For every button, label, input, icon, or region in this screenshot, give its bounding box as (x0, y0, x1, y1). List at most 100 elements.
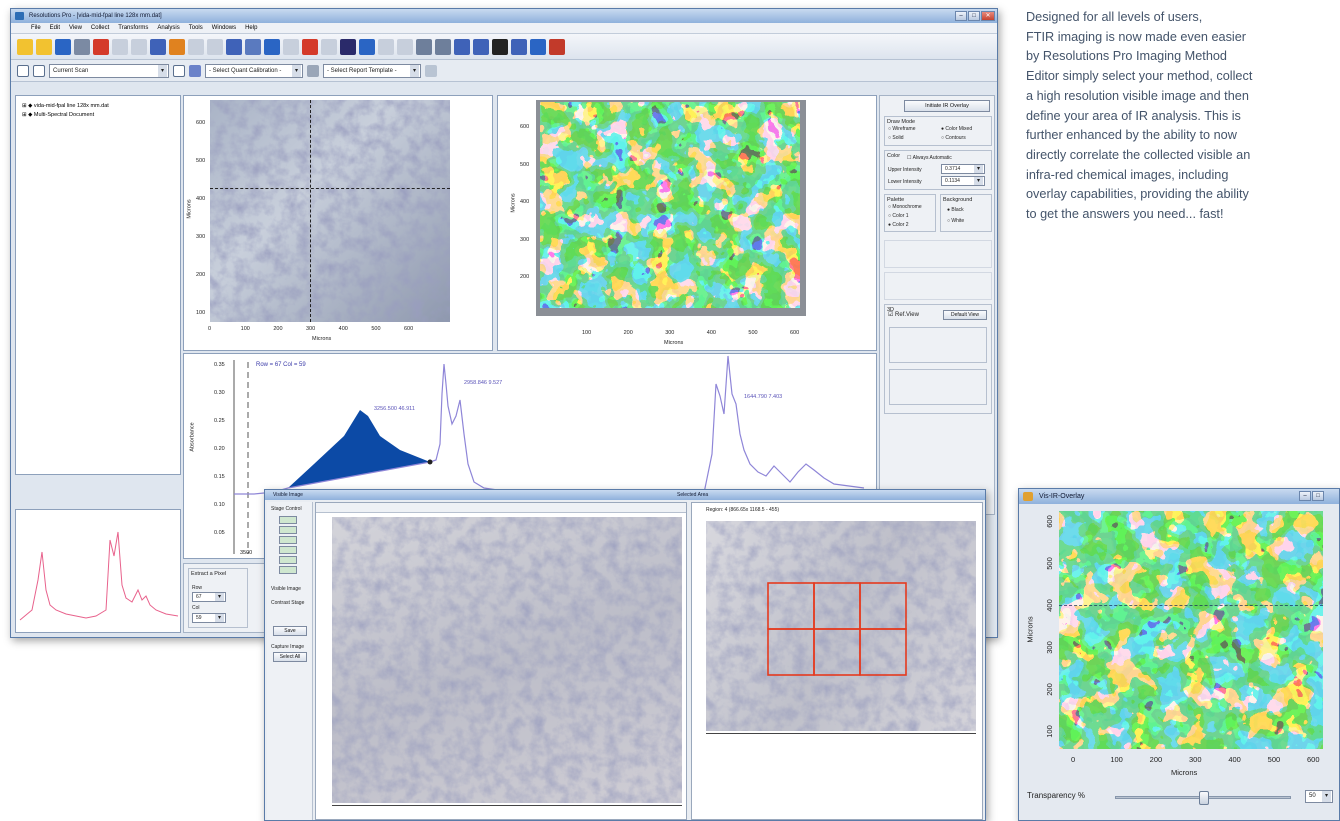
initiate-ir-overlay-button[interactable]: Initiate IR Overlay (904, 100, 990, 112)
save-button[interactable]: Save (273, 626, 307, 636)
palette-color-1[interactable]: ○ Color 1 (888, 213, 909, 219)
menu-item-collect[interactable]: Collect (90, 25, 110, 31)
toolbar-button-24[interactable] (454, 38, 470, 55)
background-white[interactable]: ○ White (947, 218, 965, 224)
toolbar-button-26[interactable] (492, 38, 508, 55)
peak-icon[interactable] (173, 64, 185, 77)
draw-mode-wireframe[interactable]: ○ Wireframe (888, 126, 916, 132)
menu-item-help[interactable]: Help (245, 25, 258, 31)
toolbar-button-7[interactable] (131, 38, 147, 55)
stage-up-fast-button[interactable] (279, 526, 297, 534)
row-field[interactable]: 67 (192, 592, 226, 602)
selection-grid-cell[interactable] (859, 628, 907, 676)
lower-intensity-label: Lower Intensity (888, 179, 922, 185)
capture-image-label: Capture Image (271, 644, 305, 650)
current-scan-select[interactable]: Current Scan (49, 63, 169, 78)
x-tick-label: 400 (706, 330, 716, 336)
toolbar-button-12[interactable] (226, 38, 242, 55)
toolbar-button-15[interactable] (283, 38, 299, 55)
ref-view-checkbox[interactable]: ☑ Ref.View (888, 312, 919, 318)
background-black[interactable]: ● Black (947, 207, 964, 213)
spectrum-x-tick: 3500 (240, 550, 253, 556)
default-view-button[interactable]: Default View (943, 310, 987, 320)
toolbar-button-14[interactable] (264, 38, 280, 55)
overlay-minimize-button[interactable]: – (1299, 491, 1311, 501)
palette-color-2[interactable]: ● Color 2 (888, 222, 909, 228)
transparency-value-field[interactable]: 50 (1305, 790, 1333, 803)
y-tick-label: 400 (520, 199, 530, 205)
selection-grid-cell[interactable] (813, 628, 861, 676)
stage-down-button[interactable] (279, 556, 297, 564)
toolbar-button-2[interactable] (36, 38, 52, 55)
toolbar-button-19[interactable] (359, 38, 375, 55)
toolbar-button-13[interactable] (245, 38, 261, 55)
toolbar-button-25[interactable] (473, 38, 489, 55)
stage-right-button[interactable] (279, 546, 297, 554)
toolbar-button-3[interactable] (55, 38, 71, 55)
draw-mode-contours[interactable]: ○ Contours (941, 135, 966, 141)
tree-item-dataset[interactable]: ⊞ ◆ vida-mid-fpal line 128x mm.dat (22, 103, 109, 109)
toolbar-button-22[interactable] (416, 38, 432, 55)
selection-grid-cell[interactable] (859, 582, 907, 630)
toolbar-button-16[interactable] (302, 38, 318, 55)
y-tick-label: 0.15 (214, 474, 225, 480)
overlay-maximize-button[interactable]: □ (1312, 491, 1324, 501)
toolbar-button-11[interactable] (207, 38, 223, 55)
quant-icon[interactable] (307, 64, 319, 77)
selection-grid-cell[interactable] (767, 628, 815, 676)
col-field[interactable]: 59 (192, 613, 226, 623)
toolbar-button-10[interactable] (188, 38, 204, 55)
toolbar-button-8[interactable] (150, 38, 166, 55)
selection-grid[interactable] (706, 521, 976, 731)
close-button[interactable]: ✕ (981, 11, 995, 21)
report-icon[interactable] (425, 64, 437, 77)
transparency-slider-track[interactable] (1115, 791, 1291, 805)
app-icon (15, 12, 24, 20)
spectra-icon[interactable] (189, 64, 201, 77)
toolbar-button-20[interactable] (378, 38, 394, 55)
menu-item-analysis[interactable]: Analysis (157, 25, 180, 31)
toolbar-button-27[interactable] (511, 38, 527, 55)
select-all-button[interactable]: Select All (273, 652, 307, 662)
menu-item-transforms[interactable]: Transforms (118, 25, 149, 31)
menu-item-view[interactable]: View (69, 25, 82, 31)
toolbar-button-9[interactable] (169, 38, 185, 55)
toolbar-button-23[interactable] (435, 38, 451, 55)
upper-intensity-field[interactable]: 0.3714 (941, 164, 985, 174)
baseline-icon[interactable] (33, 64, 45, 77)
selection-grid-cell[interactable] (813, 582, 861, 630)
toolbar-button-29[interactable] (549, 38, 565, 55)
palette-monochrome[interactable]: ○ Monochrome (888, 204, 922, 210)
stage-down-fast-button[interactable] (279, 566, 297, 574)
toolbar-button-21[interactable] (397, 38, 413, 55)
stage-left-button[interactable] (279, 536, 297, 544)
tree-item-multispectral[interactable]: ⊞ ◆ Multi-Spectral Document (22, 112, 95, 118)
stage-up-button[interactable] (279, 516, 297, 524)
toolbar-button-17[interactable] (321, 38, 337, 55)
menu-item-edit[interactable]: Edit (49, 25, 61, 31)
menu-item-tools[interactable]: Tools (188, 25, 203, 31)
toolbar-button-1[interactable] (17, 38, 33, 55)
draw-mode-color-mixed[interactable]: ● Color Mixed (941, 126, 973, 132)
scan-view-icon[interactable] (17, 64, 29, 77)
always-automatic-checkbox[interactable]: ☐ Always Automatic (907, 155, 952, 161)
maximize-button[interactable]: □ (968, 11, 980, 21)
selection-grid-cell[interactable] (767, 582, 815, 630)
draw-mode-solid[interactable]: ○ Solid (888, 135, 904, 141)
y-tick-label: 200 (1044, 683, 1054, 696)
quant-calibration-select[interactable]: - Select Quant Calibration - (205, 63, 303, 78)
lower-intensity-field[interactable]: 0.1134 (941, 176, 985, 186)
draw-mode-label: Solid (892, 135, 904, 141)
menu-item-file[interactable]: File (31, 25, 41, 31)
menu-item-windows[interactable]: Windows (211, 25, 237, 31)
toolbar-button-18[interactable] (340, 38, 356, 55)
report-template-select[interactable]: - Select Report Template - (323, 63, 421, 78)
minimize-button[interactable]: – (955, 11, 967, 21)
y-tick-label: 500 (1044, 557, 1054, 570)
toolbar-button-4[interactable] (74, 38, 90, 55)
y-tick-label: 0.10 (214, 502, 225, 508)
toolbar-button-5[interactable] (93, 38, 109, 55)
toolbar-button-6[interactable] (112, 38, 128, 55)
transparency-slider-thumb[interactable] (1199, 791, 1209, 805)
toolbar-button-28[interactable] (530, 38, 546, 55)
